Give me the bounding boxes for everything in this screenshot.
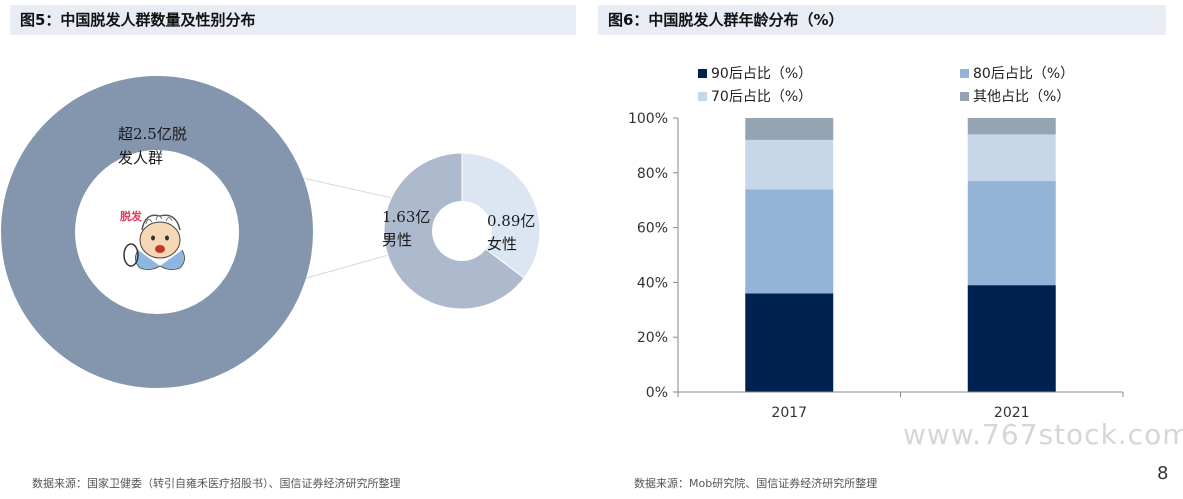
bar-segment-2021-3: [967, 118, 1056, 135]
bar-segment-2021-0: [967, 285, 1056, 392]
figure5-title: 图5：中国脱发人群数量及性别分布: [10, 5, 576, 35]
figure6-title: 图6：中国脱发人群年龄分布（%）: [598, 5, 1166, 35]
bar-segment-2017-0: [745, 293, 834, 392]
bar-segment-2017-2: [745, 139, 834, 190]
legend-swatch: [698, 69, 707, 78]
watermark: www.767stock.com: [903, 418, 1183, 451]
female-value-label: 0.89亿: [487, 212, 535, 230]
y-tick-label: 80%: [637, 166, 668, 182]
legend-label: 80后占比（%）: [973, 66, 1074, 82]
legend-label: 90后占比（%）: [711, 66, 812, 82]
big-ring-label-line2: 发人群: [118, 149, 163, 167]
figure6-source: 数据来源：Mob研究院、国信证券经济研究所整理: [634, 477, 878, 490]
bar-segment-2021-1: [967, 181, 1056, 286]
big-ring: [1, 76, 313, 388]
y-tick-label: 60%: [637, 221, 668, 237]
bar-segment-2017-1: [745, 189, 834, 294]
legend-swatch: [960, 69, 969, 78]
y-tick-label: 100%: [628, 111, 668, 127]
bars: [745, 118, 1056, 392]
legend: 90后占比（%） 80后占比（%） 70后占比（%） 其他占比（%）: [698, 66, 1074, 105]
male-name-label: 男性: [382, 231, 412, 249]
legend-swatch: [960, 92, 969, 101]
figure5-source: 数据来源：国家卫健委（转引自雍禾医疗招股书）、国信证券经济研究所整理: [32, 477, 401, 490]
hair-loss-icon-text: 脱发: [120, 209, 143, 223]
legend-swatch: [698, 92, 707, 101]
gender-donut-center: [432, 201, 492, 261]
figure6-stacked-bar-chart: 90后占比（%） 80后占比（%） 70后占比（%） 其他占比（%） 0% 20% 40%…: [628, 66, 1124, 421]
y-tick-label: 0%: [646, 385, 668, 401]
x-axis: 2017 2021: [677, 391, 1124, 421]
legend-label: 70后占比（%）: [711, 89, 812, 105]
page-number: 8: [1157, 463, 1169, 484]
big-ring-label-line1: 超2.5亿脱: [118, 125, 187, 143]
x-tick-label: 2017: [771, 405, 807, 421]
bar-segment-2021-2: [967, 134, 1056, 182]
hair-loss-icon: 脱发: [120, 209, 185, 270]
y-axis: 0% 20% 40% 60% 80% 100%: [628, 111, 679, 401]
donut-slice-female: [461, 152, 541, 279]
legend-label: 其他占比（%）: [973, 89, 1070, 105]
male-value-label: 1.63亿: [382, 208, 430, 226]
bar-segment-2017-3: [745, 118, 834, 140]
figure5-ring-chart: 脱发 超2.5亿脱 发人群 1.63亿 男性 0.89亿 女性: [1, 76, 541, 388]
x-tick-label: 2021: [994, 405, 1030, 421]
y-tick-label: 40%: [637, 275, 668, 291]
y-tick-label: 20%: [637, 330, 668, 346]
female-name-label: 女性: [487, 235, 517, 253]
